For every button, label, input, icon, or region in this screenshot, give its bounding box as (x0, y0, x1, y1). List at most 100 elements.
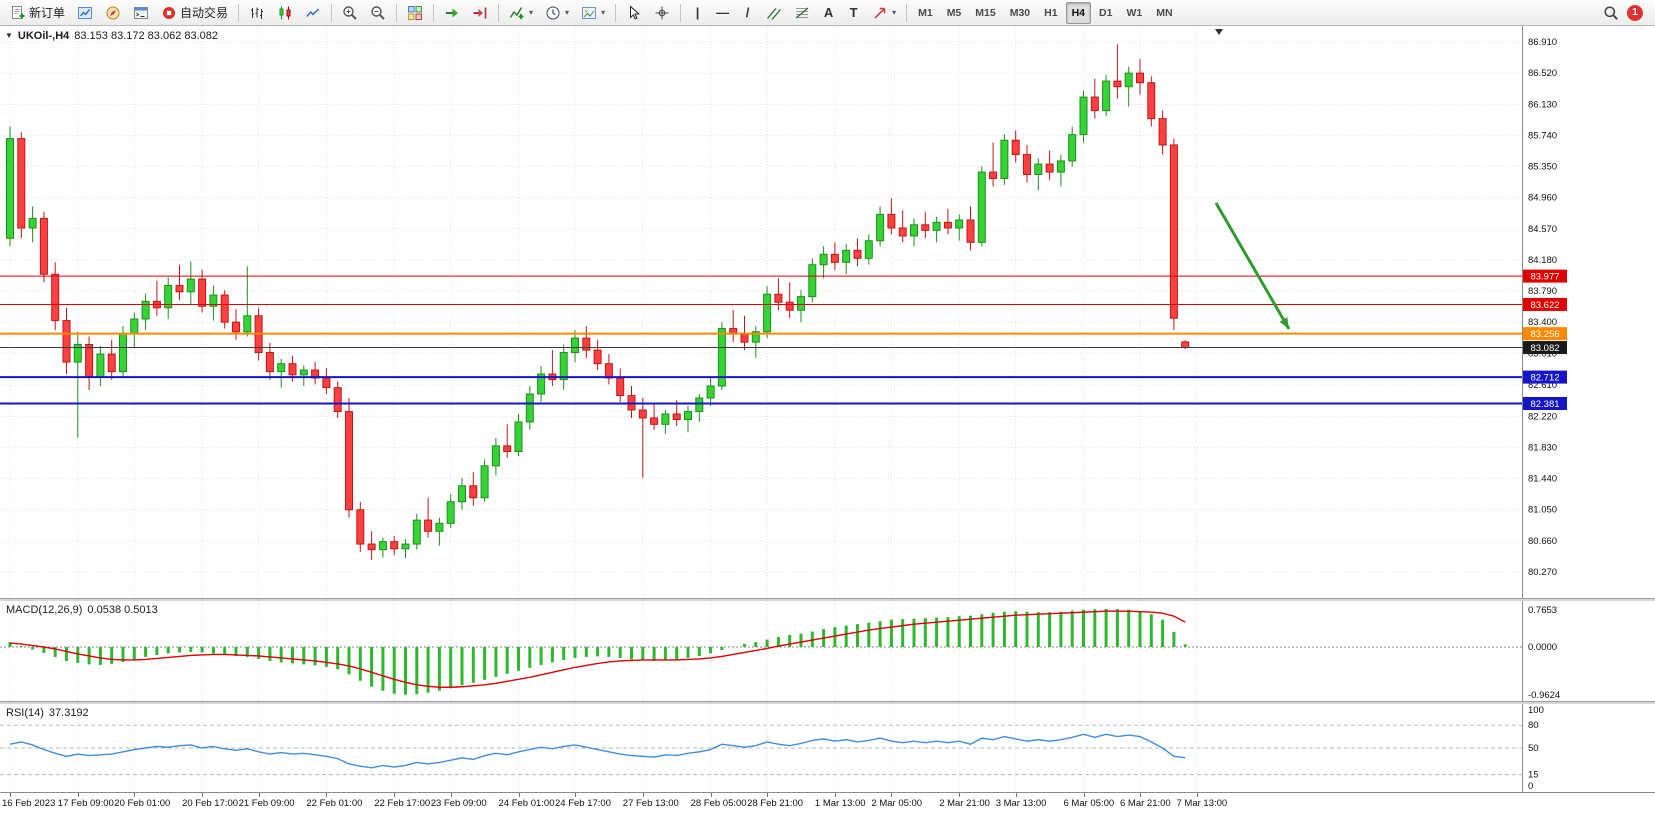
fibonacci-button[interactable] (789, 2, 815, 24)
toolbar-separator (680, 3, 682, 22)
svg-text:86.130: 86.130 (1528, 99, 1557, 110)
crosshair-button[interactable] (649, 2, 675, 24)
new-order-button-label: 新订单 (29, 6, 66, 20)
timeframe-h4-button[interactable]: H4 (1065, 1, 1092, 24)
line-chart-button[interactable] (300, 2, 326, 24)
timeframe-h1-button[interactable]: H1 (1038, 2, 1063, 24)
timeframe-mn-button[interactable]: MN (1150, 2, 1178, 24)
time-tick (891, 793, 893, 797)
text-button[interactable]: A (817, 2, 840, 24)
templates-button[interactable]: ▾ (576, 2, 610, 24)
time-label: 1 Mar 13:00 (814, 798, 866, 809)
text-label-button[interactable]: T (842, 2, 865, 24)
timeframe-m30-button[interactable]: M30 (1004, 2, 1036, 24)
timeframe-m1-button[interactable]: M1 (912, 2, 939, 24)
navigator-icon (105, 5, 121, 21)
trend-arrow-annotation[interactable] (1214, 202, 1293, 331)
indicators-button[interactable]: ▾ (504, 2, 538, 24)
svg-text:82.610: 82.610 (1528, 380, 1557, 391)
svg-text:86.520: 86.520 (1528, 68, 1557, 79)
svg-text:50: 50 (1528, 743, 1539, 754)
svg-text:82.712: 82.712 (1530, 373, 1559, 384)
svg-text:100: 100 (1528, 705, 1544, 716)
auto-scroll-icon (444, 5, 460, 21)
rsi-line (9, 733, 1186, 769)
cursor-button[interactable] (621, 2, 647, 24)
zoom-out-button[interactable] (365, 2, 391, 24)
price-chart-canvas[interactable]: 86.910 86.520 86.130 85.740 85.350 84.960 84.5… (0, 26, 1655, 598)
timeframe-d1-button[interactable]: D1 (1093, 2, 1118, 24)
svg-text:0: 0 (1528, 781, 1533, 792)
tile-windows-icon (407, 5, 423, 21)
rsi-axis-labels[interactable]: 100 80 50 150 (1528, 705, 1544, 792)
dropdown-arrow-icon[interactable]: ▾ (601, 8, 606, 17)
price-badge (1523, 297, 1567, 311)
navigator-button[interactable] (100, 2, 126, 24)
chart-ohlc-values: 83.153 83.172 83.062 83.082 (74, 30, 219, 42)
svg-text:80: 80 (1528, 720, 1539, 731)
fibonacci-icon (794, 5, 810, 21)
tile-windows-button[interactable] (402, 2, 428, 24)
timeframe-w1-button[interactable]: W1 (1120, 2, 1148, 24)
timeframe-m15-button[interactable]: M15 (969, 2, 1001, 24)
chart-symbol-period: UKOil-,H4 (17, 30, 70, 42)
vertical-line-button[interactable]: | (686, 2, 709, 24)
rsi-panel[interactable]: 100 80 50 15 0 RSI(14) 37.3192 (0, 704, 1655, 792)
arrows-button[interactable]: ▾ (867, 2, 901, 24)
time-tick (450, 793, 452, 797)
panel-divider[interactable] (0, 598, 1655, 601)
price-axis-labels[interactable]: 86.910 86.520 86.130 85.740 85.350 84.960 84.5… (1528, 37, 1557, 578)
zoom-in-button[interactable] (337, 2, 363, 24)
chart-shift-marker[interactable] (1215, 29, 1223, 35)
current-price-badge (1523, 341, 1567, 355)
terminal-button[interactable] (128, 2, 154, 24)
svg-text:86.910: 86.910 (1528, 37, 1557, 48)
channel-button[interactable] (761, 2, 787, 24)
search-button[interactable] (1598, 2, 1624, 24)
macd-panel[interactable]: 0.7653 0.0000 -0.9624 MACD(12,26,9) 0.0538 … (0, 601, 1655, 701)
rsi-level-lines (0, 724, 1522, 776)
dropdown-arrow-icon[interactable]: ▾ (892, 8, 897, 17)
one-click-trading-toggle[interactable]: ▼ (5, 31, 13, 40)
time-tick (1196, 793, 1198, 797)
bar-chart-button[interactable] (244, 2, 270, 24)
indicators-icon (509, 5, 525, 21)
time-axis[interactable]: 16 Feb 2023 17 Feb 09:00 20 Feb 01:00 20 Fe… (0, 792, 1655, 813)
time-tick (258, 793, 260, 797)
dropdown-arrow-icon[interactable]: ▾ (529, 8, 534, 17)
clock-icon (545, 5, 561, 21)
chart-title: ▼ UKOil-,H4 83.153 83.172 83.062 83.082 (5, 30, 218, 42)
toolbar-separator (433, 3, 435, 22)
auto-scroll-button[interactable] (439, 2, 465, 24)
horizontal-line-button[interactable]: — (711, 2, 734, 24)
main-toolbar: 新订单 自动交易 ▾ ▾ ▾ | — / A T ▾ M1 M5 M15 M30 H1 H4 D1 W1 MN 1 (0, 0, 1655, 26)
macd-axis-labels[interactable]: 0.7653 0.0000 -0.9624 (1528, 605, 1560, 701)
time-label: 21 Feb 09:00 (238, 798, 295, 809)
rsi-title: RSI(14) (6, 707, 44, 719)
toolbar-separator (396, 3, 398, 22)
svg-text:0.0000: 0.0000 (1528, 642, 1557, 653)
zoom-out-icon (370, 5, 386, 21)
horizontal-price-lines[interactable]: 83.977 83.622 83.256 82.712 82.381 (0, 269, 1567, 411)
trendline-button[interactable]: / (736, 2, 759, 24)
autotrading-button[interactable]: 自动交易 (156, 2, 233, 24)
market-watch-button[interactable] (72, 2, 98, 24)
svg-text:85.740: 85.740 (1528, 130, 1557, 141)
svg-text:82.381: 82.381 (1530, 399, 1559, 410)
price-chart-panel[interactable]: 86.910 86.520 86.130 85.740 85.350 84.960 84.5… (0, 26, 1655, 598)
chart-shift-button[interactable] (467, 2, 493, 24)
bar-chart-icon (249, 5, 265, 21)
time-tick (642, 793, 644, 797)
terminal-icon (133, 5, 149, 21)
rsi-canvas[interactable]: 100 80 50 150 (0, 704, 1655, 792)
rsi-indicator-label: RSI(14) 37.3192 (6, 707, 89, 719)
dropdown-arrow-icon[interactable]: ▾ (565, 8, 570, 17)
candlestick-chart-button[interactable] (272, 2, 298, 24)
notification-badge[interactable]: 1 (1627, 4, 1643, 21)
toolbar-separator (498, 3, 500, 22)
macd-canvas[interactable]: 0.7653 0.0000 -0.9624 (0, 601, 1655, 701)
new-order-button[interactable]: 新订单 (5, 2, 70, 24)
periods-button[interactable]: ▾ (540, 2, 574, 24)
panel-divider[interactable] (0, 701, 1655, 704)
timeframe-m5-button[interactable]: M5 (941, 2, 968, 24)
